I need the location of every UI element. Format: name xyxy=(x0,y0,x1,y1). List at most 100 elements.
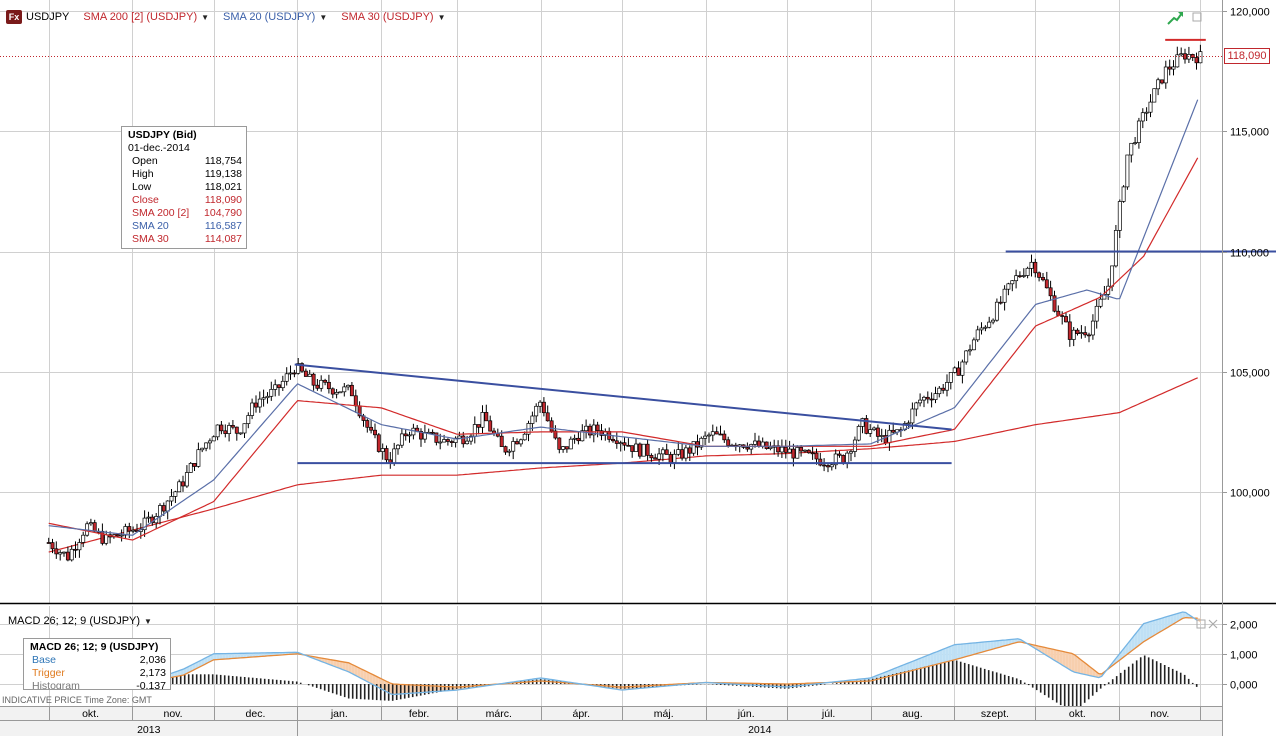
candle-body xyxy=(280,380,285,389)
candle-body xyxy=(979,327,984,331)
candle-body xyxy=(169,496,174,502)
candle-body xyxy=(77,542,82,551)
candle-body xyxy=(365,420,370,428)
current-price-tag: 118,090 xyxy=(1224,48,1270,64)
macd-fill-segment xyxy=(1167,615,1171,628)
y-tick-label: 110,000 xyxy=(1230,248,1269,260)
candle-body xyxy=(541,401,546,414)
macd-fill-segment xyxy=(936,650,940,665)
candle-body xyxy=(545,412,550,422)
macd-maximize-icon[interactable] xyxy=(1196,619,1206,629)
candle-body xyxy=(530,415,535,424)
candle-body xyxy=(948,372,953,383)
candle-body xyxy=(856,426,861,441)
candle-body xyxy=(1017,275,1022,278)
macd-fill-segment xyxy=(1134,631,1138,649)
candle-body xyxy=(265,395,270,399)
candle-body xyxy=(349,384,354,397)
chevron-down-icon: ▼ xyxy=(319,12,328,22)
candle-body xyxy=(323,379,328,383)
macd-fill-segment xyxy=(345,662,349,672)
sma20-legend[interactable]: SMA 20 (USDJPY) ▼ xyxy=(223,11,327,23)
macd-fill-segment xyxy=(225,653,229,659)
candle-body xyxy=(1033,261,1038,274)
candle-body xyxy=(204,442,209,449)
candle-body xyxy=(342,386,347,393)
candle-body xyxy=(641,443,646,457)
candle-body xyxy=(311,373,316,386)
sma30-legend[interactable]: SMA 30 (USDJPY) ▼ xyxy=(341,11,445,23)
maximize-icon[interactable] xyxy=(1192,12,1202,22)
candle-body xyxy=(534,405,539,417)
candle-body xyxy=(1071,329,1076,340)
candle-body xyxy=(710,431,715,436)
trend-arrow-icon[interactable] xyxy=(1166,10,1184,26)
x-month-label: jún. xyxy=(737,708,755,720)
macd-fill-segment xyxy=(987,641,991,651)
macd-fill-segment xyxy=(1068,652,1072,671)
candle-body xyxy=(488,420,493,432)
candle-body xyxy=(165,500,170,512)
macd-fill-segment xyxy=(240,653,244,658)
info-row-value: 118,754 xyxy=(204,155,242,167)
candle-body xyxy=(699,437,704,448)
macd-header[interactable]: MACD 26; 12; 9 (USDJPY) ▼ xyxy=(8,615,152,627)
macd-fill-segment xyxy=(372,674,376,686)
candle-body xyxy=(683,447,688,459)
sma30-label: SMA 30 (USDJPY) xyxy=(341,11,434,23)
candle-body xyxy=(553,430,558,439)
candle-body xyxy=(660,449,665,455)
macd-info-box: MACD 26; 12; 9 (USDJPY) Base 2,036 Trigger… xyxy=(23,638,171,690)
candle-body xyxy=(806,449,811,454)
candle-body xyxy=(868,429,873,434)
candle-body xyxy=(292,372,297,375)
macd-fill-segment xyxy=(894,667,898,675)
candle-body xyxy=(119,534,124,537)
candle-body xyxy=(875,427,880,437)
info-date: 01-dec.-2014 xyxy=(128,142,190,154)
candle-body xyxy=(1179,53,1184,56)
sma200-legend[interactable]: SMA 200 [2] (USDJPY) ▼ xyxy=(83,11,209,23)
macd-fill-segment xyxy=(906,662,910,672)
macd-fill-segment xyxy=(1143,622,1147,642)
macd-fill-segment xyxy=(1131,634,1135,651)
candle-body xyxy=(906,422,911,425)
candle-body xyxy=(1167,66,1172,70)
macd-fill-segment xyxy=(246,653,250,658)
macd-fill-segment xyxy=(1158,618,1162,633)
candle-body xyxy=(914,402,919,410)
candle-body xyxy=(1098,298,1103,307)
symbol-selector[interactable]: Fx USDJPY xyxy=(6,10,69,24)
macd-fill-segment xyxy=(1140,623,1144,644)
candle-body xyxy=(219,424,224,432)
candle-body xyxy=(1064,316,1068,323)
macd-title: MACD 26; 12; 9 (USDJPY) xyxy=(30,641,159,653)
candle-body xyxy=(380,448,385,452)
macd-fill-segment xyxy=(255,653,259,657)
candle-body xyxy=(484,412,489,422)
candlesticks xyxy=(46,44,1203,562)
macd-fill-segment xyxy=(330,659,334,667)
candle-body xyxy=(991,319,996,323)
macd-fill-segment xyxy=(237,653,241,659)
close-icon[interactable] xyxy=(1208,619,1218,629)
candle-body xyxy=(234,426,239,434)
candle-body xyxy=(207,440,212,444)
info-row-label: SMA 200 [2] xyxy=(132,207,190,219)
x-month-label: máj. xyxy=(654,708,674,720)
candle-body xyxy=(449,441,454,443)
info-row-label: Low xyxy=(132,181,152,193)
y-tick-label: 120,000 xyxy=(1230,7,1270,19)
macd-fill-segment xyxy=(213,653,217,660)
candle-body xyxy=(1133,142,1138,144)
candle-body xyxy=(937,387,942,395)
macd-fill-segment xyxy=(930,652,934,666)
candle-body xyxy=(104,534,109,544)
candle-body xyxy=(649,455,654,459)
candle-body xyxy=(227,425,232,434)
info-row: Close 118,090 xyxy=(128,194,242,207)
candle-body xyxy=(196,449,201,467)
macd-fill-segment xyxy=(1161,617,1165,631)
macd-fill-segment xyxy=(945,647,949,662)
candle-body xyxy=(849,451,853,454)
